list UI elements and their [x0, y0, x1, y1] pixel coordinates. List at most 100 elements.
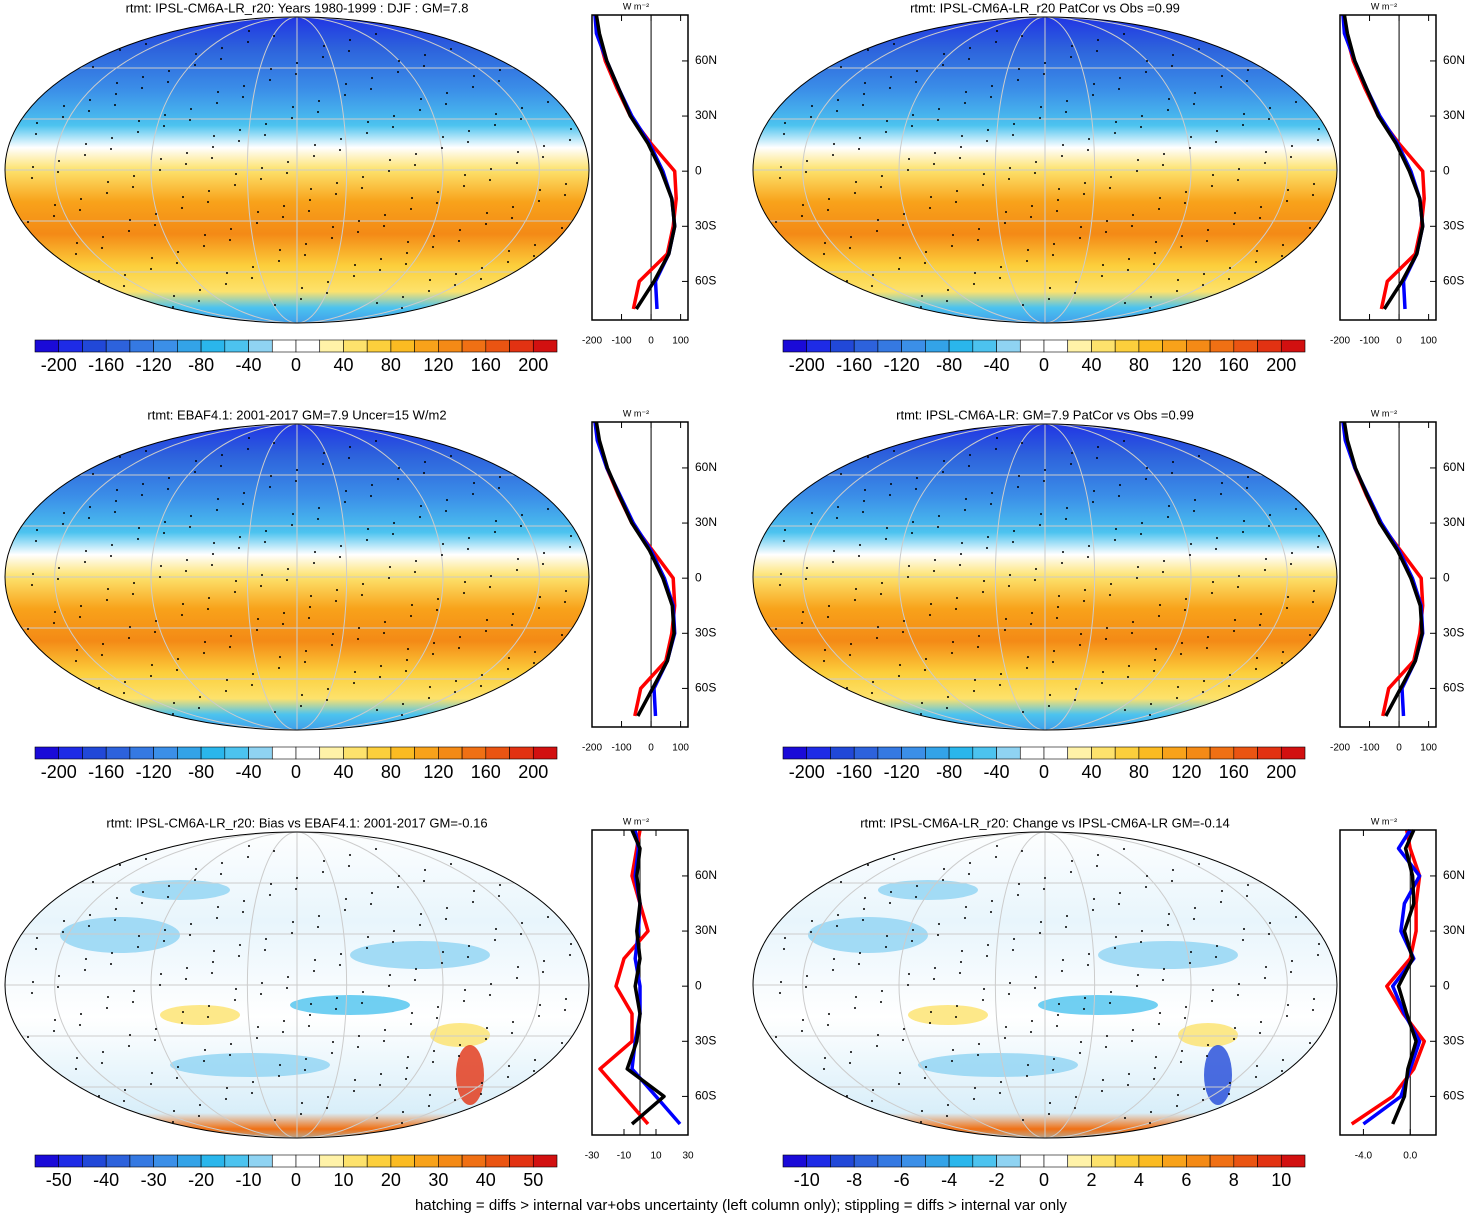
- colorbar-box: [390, 339, 415, 353]
- panel: rtmt: IPSL-CM6A-LR: GM=7.9 PatCor vs Obs…: [752, 407, 1465, 782]
- colorbar-box: [996, 339, 1021, 353]
- panel-title: rtmt: EBAF4.1: 2001-2017 GM=7.9 Uncer=15…: [147, 407, 446, 422]
- colorbar-box: [948, 339, 974, 353]
- colorbar-box: [996, 746, 1021, 760]
- colorbar-tick-label: 160: [471, 355, 501, 375]
- colorbar-tick-label: 200: [518, 762, 548, 782]
- colorbar-box: [877, 746, 902, 760]
- zonal-frame: [1339, 829, 1437, 1136]
- colorbar-tick-label: -8: [846, 1170, 862, 1190]
- panel-title: rtmt: IPSL-CM6A-LR_r20: Change vs IPSL-C…: [860, 815, 1230, 830]
- colorbar-box: [509, 339, 534, 353]
- colorbar-box: [1233, 746, 1258, 760]
- colorbar-box: [200, 746, 226, 760]
- map: [5, 17, 589, 323]
- colorbar-tick-label: -80: [188, 355, 214, 375]
- zonal-line: [594, 14, 677, 310]
- colorbar-box: [461, 1154, 487, 1168]
- colorbar-box: [485, 746, 510, 760]
- colorbar-tick-label: 80: [381, 355, 401, 375]
- colorbar-tick-label: -200: [41, 355, 77, 375]
- colorbar-tick-label: 0: [1039, 355, 1049, 375]
- colorbar-box: [295, 1154, 321, 1168]
- colorbar-tick-label: -200: [789, 355, 825, 375]
- x-tick-label: -100: [1360, 743, 1380, 754]
- colorbar-tick-label: -160: [836, 355, 872, 375]
- colorbar-box: [1280, 746, 1306, 760]
- colorbar-tick-label: -160: [88, 355, 124, 375]
- zonal-line: [594, 421, 676, 717]
- colorbar-box: [485, 1154, 510, 1168]
- colorbar-tick-label: -80: [188, 762, 214, 782]
- y-tick-label: 0: [1443, 978, 1450, 992]
- colorbar-box: [1067, 1154, 1092, 1168]
- x-tick-label: 0: [648, 336, 654, 347]
- colorbar-tick-label: 200: [1266, 355, 1296, 375]
- colorbar-tick-label: 40: [476, 1170, 496, 1190]
- colorbar-tick-label: -80: [936, 355, 962, 375]
- colorbar-box: [319, 746, 344, 760]
- colorbar-box: [901, 746, 926, 760]
- colorbar-box: [82, 746, 107, 760]
- zonal-line: [1342, 14, 1425, 310]
- caption: hatching = diffs > internal var+obs unce…: [415, 1197, 1067, 1214]
- zonal-frame: [1339, 421, 1437, 728]
- x-tick-label: -200: [582, 743, 602, 754]
- x-tick-label: 100: [672, 743, 689, 754]
- colorbar-box: [996, 1154, 1021, 1168]
- colorbar-box: [972, 746, 997, 760]
- colorbar-tick-label: -6: [894, 1170, 910, 1190]
- y-tick-label: 60S: [695, 681, 716, 695]
- colorbar-box: [1138, 1154, 1163, 1168]
- y-tick-label: 30S: [695, 625, 716, 639]
- x-tick-label: -100: [1360, 336, 1380, 347]
- colorbar-box: [1233, 339, 1258, 353]
- colorbar-box: [925, 746, 950, 760]
- colorbar-tick-label: 10: [333, 1170, 353, 1190]
- colorbar-box: [366, 1154, 392, 1168]
- colorbar-box: [877, 339, 902, 353]
- colorbar-box: [1186, 1154, 1211, 1168]
- colorbar-box: [390, 746, 415, 760]
- colorbar-tick-label: -200: [41, 762, 77, 782]
- zonal-line: [625, 829, 666, 1126]
- colorbar-box: [295, 339, 321, 353]
- colorbar-box: [343, 339, 368, 353]
- y-tick-label: 30N: [1443, 923, 1465, 937]
- colorbar-box: [414, 339, 439, 353]
- x-tick-label: 100: [1420, 336, 1437, 347]
- colorbar-tick-label: 10: [1271, 1170, 1291, 1190]
- colorbar-tick-label: 80: [381, 762, 401, 782]
- colorbar-box: [34, 1154, 60, 1168]
- y-tick-label: 60N: [695, 460, 717, 474]
- colorbar-box: [1019, 339, 1045, 353]
- colorbar-tick-label: 20: [381, 1170, 401, 1190]
- colorbar-box: [1209, 339, 1235, 353]
- map: [753, 832, 1337, 1138]
- colorbar-tick-label: 8: [1229, 1170, 1239, 1190]
- y-tick-label: 30N: [1443, 108, 1465, 122]
- colorbar-tick-label: 30: [428, 1170, 448, 1190]
- colorbar-box: [129, 1154, 154, 1168]
- map-border: [4, 16, 590, 324]
- y-tick-label: 30S: [695, 1033, 716, 1047]
- y-tick-label: 60N: [1443, 460, 1465, 474]
- colorbar-tick-label: -160: [88, 762, 124, 782]
- zonal-frame: [591, 14, 689, 321]
- colorbar-tick-label: -4: [941, 1170, 957, 1190]
- colorbar-tick-label: -40: [984, 355, 1010, 375]
- unit-label: W m⁻²: [1371, 816, 1397, 826]
- colorbar-box: [224, 746, 249, 760]
- colorbar-tick-label: 4: [1134, 1170, 1144, 1190]
- colorbar-box: [806, 339, 831, 353]
- x-tick-label: -100: [612, 743, 632, 754]
- colorbar-box: [509, 1154, 534, 1168]
- colorbar-tick-label: 40: [1081, 762, 1101, 782]
- colorbar-box: [972, 1154, 997, 1168]
- colorbar-box: [972, 339, 997, 353]
- colorbar-box: [485, 339, 510, 353]
- y-tick-label: 30N: [695, 108, 717, 122]
- colorbar-box: [461, 746, 487, 760]
- colorbar-box: [200, 1154, 226, 1168]
